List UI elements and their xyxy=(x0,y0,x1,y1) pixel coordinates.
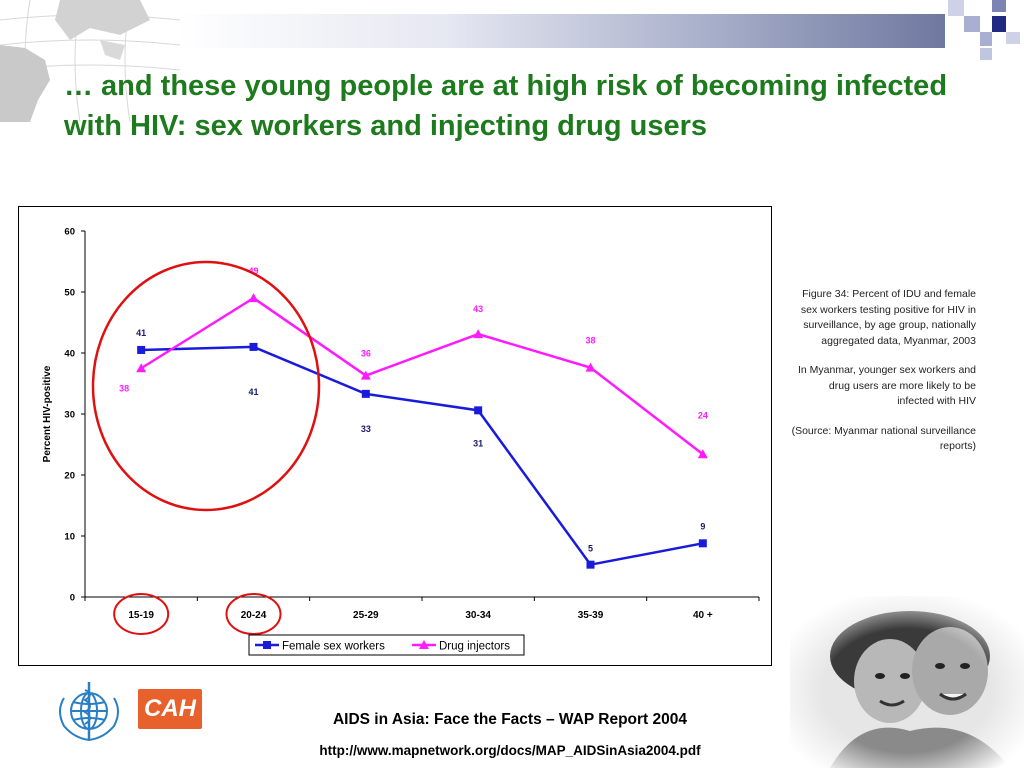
x-tick-label: 40 + xyxy=(693,610,713,621)
data-point-female-sex-workers xyxy=(586,560,595,569)
x-tick-label: 25-29 xyxy=(353,610,379,621)
data-point-female-sex-workers xyxy=(361,389,370,398)
highlight-circle-large xyxy=(91,260,321,512)
data-label: 9 xyxy=(700,521,705,531)
slide-title: … and these young people are at high ris… xyxy=(64,70,948,142)
source-citation: AIDS in Asia: Face the Facts – WAP Repor… xyxy=(332,711,688,728)
x-tick-label: 35-39 xyxy=(578,610,604,621)
caption-source-text: (Source: Myanmar national surveillance r… xyxy=(791,424,976,453)
data-point-female-sex-workers xyxy=(698,539,707,548)
data-point-drug-injectors xyxy=(360,370,371,380)
data-point-drug-injectors xyxy=(248,293,259,303)
data-point-drug-injectors xyxy=(697,449,708,459)
legend-label: Female sex workers xyxy=(282,641,385,653)
series-line-drug-injectors xyxy=(140,296,704,456)
data-point-female-sex-workers xyxy=(474,406,483,415)
data-point-female-sex-workers xyxy=(137,345,146,354)
corner-squares-decoration xyxy=(948,0,1020,60)
data-label: 49 xyxy=(248,266,258,276)
x-tick-label: 30-34 xyxy=(465,610,491,621)
data-point-drug-injectors xyxy=(473,329,484,339)
data-label: 41 xyxy=(248,387,258,397)
x-tick-label: 15-19 xyxy=(128,610,154,621)
highlight-circle-category xyxy=(113,593,170,635)
data-label: 41 xyxy=(136,328,146,338)
legend-swatch-marker xyxy=(419,640,429,649)
x-tick-label: 20-24 xyxy=(241,610,267,621)
data-label: 38 xyxy=(585,336,595,346)
cah-logo: CAH xyxy=(138,689,202,729)
banner-gradient-bar xyxy=(175,14,945,48)
y-tick-label: 20 xyxy=(64,471,75,482)
hiv-line-chart: 0 10 20 30 40 50 60 15-19 20-24 25-29 30-34 35-39 40… xyxy=(42,227,760,656)
highlight-circle-category xyxy=(225,593,282,635)
data-label: 31 xyxy=(473,438,483,448)
top-banner xyxy=(0,0,1024,48)
y-tick-label: 50 xyxy=(64,288,75,299)
caption-figure-text: Figure 34: Percent of IDU and female sex… xyxy=(800,288,976,347)
y-tick-label: 0 xyxy=(70,593,75,604)
data-point-female-sex-workers xyxy=(249,342,258,351)
world-map-decoration xyxy=(0,0,180,122)
series-line-female-sex-workers xyxy=(141,345,704,567)
y-tick-label: 10 xyxy=(64,532,75,543)
figure-caption: Figure 34: Percent of IDU and female sex… xyxy=(790,287,976,469)
legend-swatch-marker xyxy=(263,641,271,649)
data-label: 24 xyxy=(698,410,708,420)
y-tick-label: 60 xyxy=(64,227,75,238)
legend-label: Drug injectors xyxy=(439,641,510,653)
caption-note-text: In Myanmar, younger sex workers and drug… xyxy=(798,364,976,407)
data-label: 5 xyxy=(588,544,593,554)
y-tick-label: 40 xyxy=(64,349,75,360)
source-url-link[interactable]: http://www.mapnetwork.org/docs/MAP_AIDSi… xyxy=(319,743,701,758)
data-point-drug-injectors xyxy=(136,363,147,373)
data-label: 36 xyxy=(361,349,371,359)
data-label: 38 xyxy=(119,383,129,393)
data-label: 43 xyxy=(473,304,483,314)
children-photo xyxy=(790,596,1024,768)
chart-frame: 0 10 20 30 40 50 60 15-19 20-24 25-29 30-34 35-39 40… xyxy=(18,206,772,666)
y-tick-label: 30 xyxy=(64,410,75,421)
data-label: 33 xyxy=(361,424,371,434)
data-point-drug-injectors xyxy=(585,362,596,372)
y-axis-title: Percent HIV-positive xyxy=(42,365,53,462)
legend-box xyxy=(248,634,525,656)
who-logo xyxy=(59,682,119,742)
